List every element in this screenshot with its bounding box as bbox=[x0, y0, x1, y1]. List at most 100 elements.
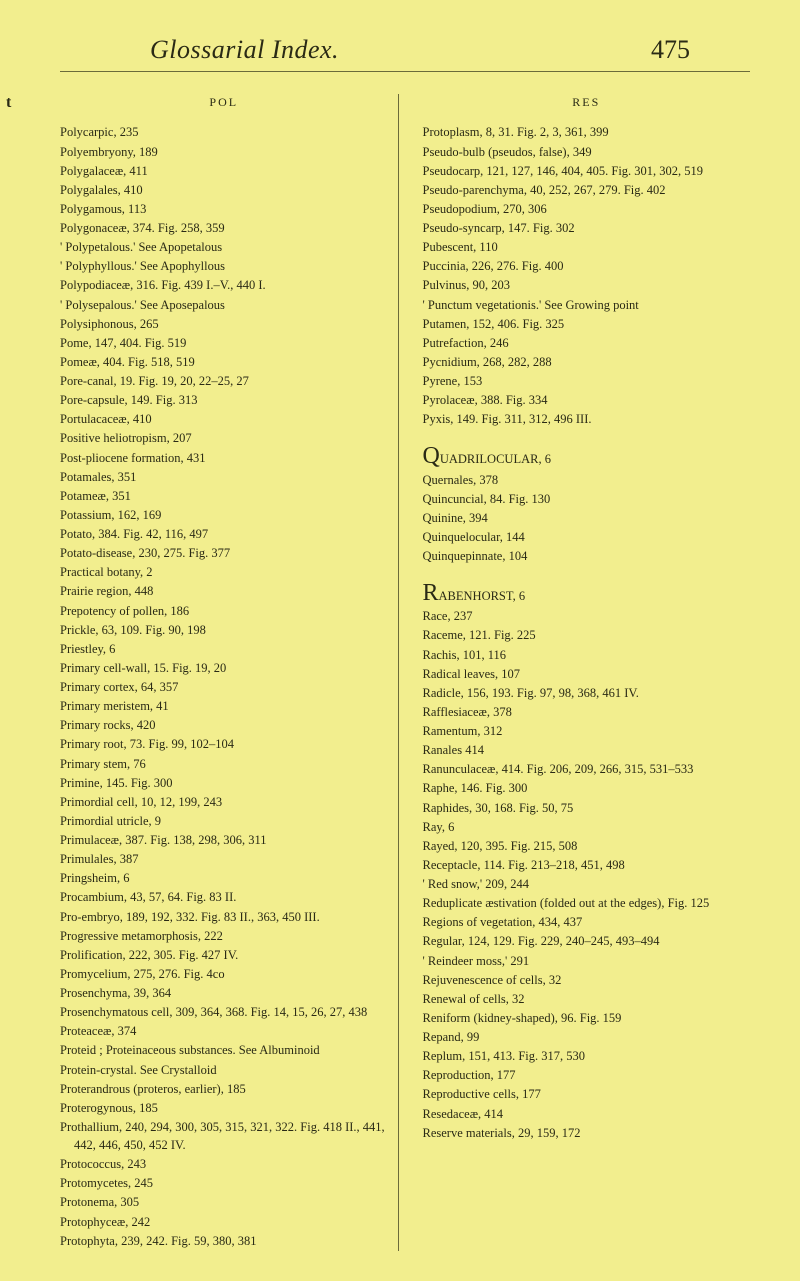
index-entry: Proteaceæ, 374 bbox=[60, 1022, 388, 1040]
index-entry: Repand, 99 bbox=[423, 1028, 751, 1046]
index-entry: Primulaceæ, 387. Fig. 138, 298, 306, 311 bbox=[60, 831, 388, 849]
index-entry: Pyrolaceæ, 388. Fig. 334 bbox=[423, 391, 751, 409]
index-entry: Proterandrous (proteros, earlier), 185 bbox=[60, 1080, 388, 1098]
index-entry: Rachis, 101, 116 bbox=[423, 646, 751, 664]
index-entry: Primary stem, 76 bbox=[60, 755, 388, 773]
index-entry: Polygamous, 113 bbox=[60, 200, 388, 218]
index-entry: Polysiphonous, 265 bbox=[60, 315, 388, 333]
margin-marker: t bbox=[6, 94, 11, 112]
index-entry: Protophyta, 239, 242. Fig. 59, 380, 381 bbox=[60, 1232, 388, 1250]
index-entry: Reniform (kidney-shaped), 96. Fig. 159 bbox=[423, 1009, 751, 1027]
initial-q-first: UADRILOCULAR, 6 bbox=[440, 452, 551, 466]
page-title: Glossarial Index. bbox=[150, 35, 339, 65]
index-entry: Putrefaction, 246 bbox=[423, 334, 751, 352]
index-entry: Pome, 147, 404. Fig. 519 bbox=[60, 334, 388, 352]
index-entry: Protonema, 305 bbox=[60, 1193, 388, 1211]
index-entry: Potato-disease, 230, 275. Fig. 377 bbox=[60, 544, 388, 562]
index-entry: ' Reindeer moss,' 291 bbox=[423, 952, 751, 970]
index-entry: Pseudocarp, 121, 127, 146, 404, 405. Fig… bbox=[423, 162, 751, 180]
initial-r-entry: RABENHORST, 6 bbox=[423, 581, 751, 605]
index-entry: Primordial utricle, 9 bbox=[60, 812, 388, 830]
index-entry: Rayed, 120, 395. Fig. 215, 508 bbox=[423, 837, 751, 855]
index-entry: Pseudopodium, 270, 306 bbox=[423, 200, 751, 218]
index-entry: Prepotency of pollen, 186 bbox=[60, 602, 388, 620]
index-entry: Resedaceæ, 414 bbox=[423, 1105, 751, 1123]
left-entries-list: Polycarpic, 235Polyembryony, 189Polygala… bbox=[60, 123, 388, 1249]
index-entry: Pseudo-bulb (pseudos, false), 349 bbox=[423, 143, 751, 161]
index-entry: Potamales, 351 bbox=[60, 468, 388, 486]
right-column: RES Protoplasm, 8, 31. Fig. 2, 3, 361, 3… bbox=[419, 94, 751, 1251]
index-entry: Positive heliotropism, 207 bbox=[60, 429, 388, 447]
index-entry: Reduplicate æstivation (folded out at th… bbox=[423, 894, 751, 912]
index-entry: Practical botany, 2 bbox=[60, 563, 388, 581]
index-entry: Primary cell-wall, 15. Fig. 19, 20 bbox=[60, 659, 388, 677]
index-entry: Quincuncial, 84. Fig. 130 bbox=[423, 490, 751, 508]
index-entry: Radicle, 156, 193. Fig. 97, 98, 368, 461… bbox=[423, 684, 751, 702]
index-entry: Polyembryony, 189 bbox=[60, 143, 388, 161]
index-entry: Primary meristem, 41 bbox=[60, 697, 388, 715]
index-entry: Puccinia, 226, 276. Fig. 400 bbox=[423, 257, 751, 275]
index-entry: Rafflesiaceæ, 378 bbox=[423, 703, 751, 721]
index-entry: Putamen, 152, 406. Fig. 325 bbox=[423, 315, 751, 333]
index-entry: Ranunculaceæ, 414. Fig. 206, 209, 266, 3… bbox=[423, 760, 751, 778]
index-entry: ' Polypetalous.' See Apopetalous bbox=[60, 238, 388, 256]
initial-r-first: ABENHORST, 6 bbox=[439, 589, 526, 603]
index-entry: Primulales, 387 bbox=[60, 850, 388, 868]
index-entry: Promycelium, 275, 276. Fig. 4co bbox=[60, 965, 388, 983]
index-entry: Renewal of cells, 32 bbox=[423, 990, 751, 1008]
q-rest-list: Quernales, 378Quincuncial, 84. Fig. 130Q… bbox=[423, 471, 751, 566]
index-entry: Receptacle, 114. Fig. 213–218, 451, 498 bbox=[423, 856, 751, 874]
index-entry: Prothallium, 240, 294, 300, 305, 315, 32… bbox=[60, 1118, 388, 1154]
index-entry: Polygalaceæ, 411 bbox=[60, 162, 388, 180]
left-column-header: POL bbox=[60, 94, 388, 111]
index-entry: Polycarpic, 235 bbox=[60, 123, 388, 141]
index-entry: Regions of vegetation, 434, 437 bbox=[423, 913, 751, 931]
index-entry: Portulacaceæ, 410 bbox=[60, 410, 388, 428]
index-entry: Prolification, 222, 305. Fig. 427 IV. bbox=[60, 946, 388, 964]
index-entry: Primary root, 73. Fig. 99, 102–104 bbox=[60, 735, 388, 753]
index-entry: Radical leaves, 107 bbox=[423, 665, 751, 683]
index-entry: Pseudo-syncarp, 147. Fig. 302 bbox=[423, 219, 751, 237]
index-entry: Reserve materials, 29, 159, 172 bbox=[423, 1124, 751, 1142]
index-entry: Race, 237 bbox=[423, 607, 751, 625]
index-entry: Prickle, 63, 109. Fig. 90, 198 bbox=[60, 621, 388, 639]
index-entry: Pulvinus, 90, 203 bbox=[423, 276, 751, 294]
index-entry: Protein-crystal. See Crystalloid bbox=[60, 1061, 388, 1079]
index-entry: Pringsheim, 6 bbox=[60, 869, 388, 887]
index-entry: ' Polysepalous.' See Aposepalous bbox=[60, 296, 388, 314]
index-entry: Replum, 151, 413. Fig. 317, 530 bbox=[423, 1047, 751, 1065]
index-entry: Pyrene, 153 bbox=[423, 372, 751, 390]
index-entry: Primary rocks, 420 bbox=[60, 716, 388, 734]
index-entry: Primine, 145. Fig. 300 bbox=[60, 774, 388, 792]
index-entry: Procambium, 43, 57, 64. Fig. 83 II. bbox=[60, 888, 388, 906]
index-entry: Ray, 6 bbox=[423, 818, 751, 836]
index-entry: Raphides, 30, 168. Fig. 50, 75 bbox=[423, 799, 751, 817]
index-entry: Polygalales, 410 bbox=[60, 181, 388, 199]
index-entry: Pseudo-parenchyma, 40, 252, 267, 279. Fi… bbox=[423, 181, 751, 199]
index-entry: Ranales 414 bbox=[423, 741, 751, 759]
index-entry: Quinquelocular, 144 bbox=[423, 528, 751, 546]
initial-q-letter: Q bbox=[423, 443, 440, 469]
left-column: POL Polycarpic, 235Polyembryony, 189Poly… bbox=[60, 94, 399, 1251]
index-entry: Raphe, 146. Fig. 300 bbox=[423, 779, 751, 797]
index-entry: Regular, 124, 129. Fig. 229, 240–245, 49… bbox=[423, 932, 751, 950]
page-header: Glossarial Index. 475 bbox=[60, 35, 750, 72]
index-entry: Progressive metamorphosis, 222 bbox=[60, 927, 388, 945]
index-entry: Priestley, 6 bbox=[60, 640, 388, 658]
index-entry: Potassium, 162, 169 bbox=[60, 506, 388, 524]
right-entries-block1: Protoplasm, 8, 31. Fig. 2, 3, 361, 399Ps… bbox=[423, 123, 751, 428]
index-entry: Potato, 384. Fig. 42, 116, 497 bbox=[60, 525, 388, 543]
index-entry: Pomeæ, 404. Fig. 518, 519 bbox=[60, 353, 388, 371]
index-entry: ' Polyphyllous.' See Apophyllous bbox=[60, 257, 388, 275]
r-rest-list: Race, 237Raceme, 121. Fig. 225 Rachis, 10… bbox=[423, 607, 751, 1142]
index-entry: Prairie region, 448 bbox=[60, 582, 388, 600]
index-entry: Polygonaceæ, 374. Fig. 258, 359 bbox=[60, 219, 388, 237]
index-entry: Pore-capsule, 149. Fig. 313 bbox=[60, 391, 388, 409]
index-entry: Raceme, 121. Fig. 225 bbox=[423, 626, 751, 644]
index-entry: Prosenchymatous cell, 309, 364, 368. Fig… bbox=[60, 1003, 388, 1021]
index-entry: Pyxis, 149. Fig. 311, 312, 496 III. bbox=[423, 410, 751, 428]
index-entry: Rejuvenescence of cells, 32 bbox=[423, 971, 751, 989]
index-entry: ' Punctum vegetationis.' See Growing poi… bbox=[423, 296, 751, 314]
index-entry: Protomycetes, 245 bbox=[60, 1174, 388, 1192]
index-entry: Protophyceæ, 242 bbox=[60, 1213, 388, 1231]
